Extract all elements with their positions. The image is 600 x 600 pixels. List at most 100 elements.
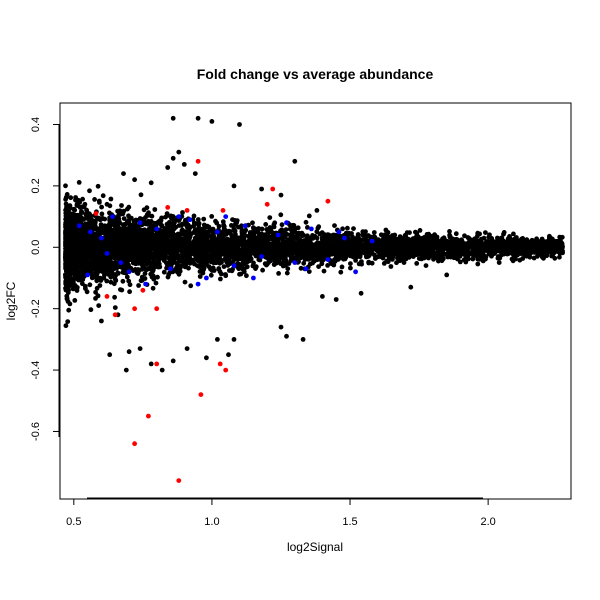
data-point — [87, 282, 93, 288]
data-point — [413, 229, 418, 235]
data-point — [210, 248, 216, 253]
data-point — [124, 234, 130, 240]
data-point — [221, 264, 227, 269]
data-point — [100, 216, 105, 221]
data-point — [65, 216, 71, 222]
data-point — [469, 251, 475, 256]
data-point — [63, 222, 68, 227]
data-point — [241, 269, 247, 275]
data-point — [365, 233, 371, 239]
data-point — [208, 266, 213, 272]
data-point — [166, 272, 172, 277]
data-point — [356, 261, 362, 267]
data-point — [216, 266, 222, 271]
data-point — [512, 255, 517, 261]
data-point — [302, 244, 308, 250]
data-point — [527, 252, 532, 258]
data-point — [225, 257, 231, 263]
data-point — [536, 244, 542, 250]
data-point — [208, 272, 214, 278]
data-point — [468, 239, 474, 245]
data-point — [349, 246, 355, 252]
data-point — [194, 240, 199, 246]
data-point — [486, 234, 492, 240]
data-point — [244, 264, 250, 270]
data-point — [283, 227, 289, 233]
data-point — [76, 197, 81, 203]
data-point — [196, 256, 202, 262]
data-point — [466, 256, 471, 262]
data-point — [245, 242, 251, 247]
data-point — [392, 232, 398, 238]
data-point — [366, 245, 371, 251]
data-point — [371, 252, 377, 258]
data-point — [136, 238, 141, 243]
data-point — [497, 255, 503, 261]
data-point — [229, 223, 234, 228]
data-point — [475, 261, 481, 267]
data-point — [348, 261, 353, 266]
data-point — [143, 215, 148, 220]
data-point — [191, 213, 197, 219]
data-point — [142, 244, 148, 249]
data-point — [296, 259, 301, 265]
data-point — [218, 276, 223, 282]
data-point — [377, 250, 382, 255]
data-point — [310, 260, 315, 266]
data-point — [261, 237, 266, 243]
data-point — [175, 255, 180, 261]
data-point — [221, 223, 227, 229]
data-point — [232, 252, 238, 257]
data-point — [218, 271, 224, 277]
data-point — [501, 231, 506, 237]
data-point — [369, 260, 375, 266]
data-point — [384, 242, 390, 248]
data-point — [289, 237, 295, 242]
data-point — [106, 272, 112, 277]
data-point — [498, 235, 504, 241]
data-point — [116, 220, 122, 226]
data-point — [371, 230, 377, 235]
data-point — [66, 307, 72, 313]
data-point — [148, 264, 153, 270]
data-point — [80, 242, 85, 248]
data-point — [549, 253, 554, 259]
data-point — [77, 269, 82, 274]
data-point — [253, 266, 258, 271]
data-point — [396, 249, 401, 255]
data-point — [266, 260, 271, 265]
data-point — [139, 277, 145, 283]
data-point — [265, 236, 270, 241]
data-point — [232, 228, 238, 234]
data-point — [213, 260, 219, 266]
data-point — [139, 266, 145, 272]
data-point — [262, 232, 268, 238]
data-point — [74, 212, 80, 218]
data-point — [332, 223, 337, 229]
data-point — [105, 223, 111, 228]
data-point — [534, 239, 540, 244]
data-point — [151, 276, 157, 282]
data-point — [69, 267, 74, 273]
data-point — [80, 196, 85, 202]
data-point — [142, 271, 148, 276]
data-point — [321, 268, 327, 274]
data-point — [470, 256, 476, 262]
data-point — [220, 232, 226, 237]
data-point — [63, 194, 69, 200]
data-point — [383, 227, 389, 233]
data-point — [115, 231, 121, 236]
data-point — [148, 219, 154, 224]
data-point — [105, 241, 111, 247]
data-point — [137, 227, 142, 232]
data-point — [389, 242, 394, 248]
data-point — [305, 248, 311, 253]
data-point — [246, 258, 252, 264]
data-point — [136, 283, 142, 288]
data-point — [354, 254, 359, 259]
data-point — [112, 276, 118, 282]
data-point — [65, 319, 71, 324]
data-points — [63, 115, 565, 483]
data-point — [126, 204, 132, 210]
data-point — [128, 215, 134, 221]
